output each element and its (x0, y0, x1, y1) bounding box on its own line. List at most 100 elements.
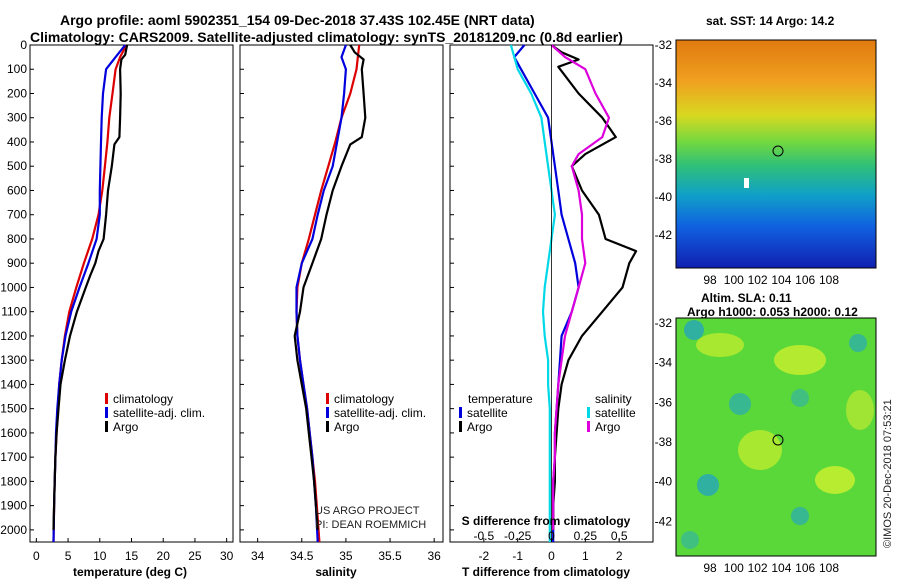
temperature-axis-label: temperature (deg C) (73, 565, 187, 579)
legend-label-argo: Argo (113, 420, 139, 434)
series-line-argo (52, 44, 129, 530)
map-lat-label: -34 (655, 76, 673, 90)
sla-low (849, 334, 867, 352)
map-lat-label: -36 (655, 395, 673, 409)
t-difference-axis-label: T difference from climatology (462, 565, 630, 579)
depth-tick-label: 700 (7, 208, 27, 222)
sst-map-gap (744, 178, 749, 188)
title-line-1: Argo profile: aoml 5902351_154 09-Dec-20… (60, 12, 535, 28)
temperature-legend: climatology satellite-adj. clim. Argo (105, 392, 205, 434)
depth-tick-label: 1200 (0, 329, 27, 343)
depth-tick-label: 400 (7, 135, 27, 149)
map-lat-label: -32 (655, 38, 673, 52)
sla-map-title-line-2: Argo h1000: 0.053 h2000: 0.12 (687, 305, 858, 319)
credit-project: US ARGO PROJECT (315, 505, 420, 517)
top-tick-label: 0 (548, 529, 555, 543)
sla-low (681, 531, 699, 549)
depth-tick-label: 1900 (0, 499, 27, 513)
legend-swatch-satellite (326, 407, 329, 418)
series-line-t-satellite (513, 44, 580, 542)
x-tick-label: 15 (125, 549, 139, 563)
sst-map (675, 39, 877, 269)
depth-tick-label: 500 (7, 159, 27, 173)
x-tick-label: 1 (582, 549, 589, 563)
map-lon-label: 108 (819, 273, 839, 287)
map-lat-label: -32 (655, 316, 673, 330)
x-axes: 0 5 10 15 20 25 30 34 34.5 35 35.5 36 -2 -1 0 1 2 -0.5 -0.… (33, 529, 628, 563)
sla-low (791, 507, 809, 525)
depth-tick-label: 1800 (0, 474, 27, 488)
depth-tick-label: 1500 (0, 402, 27, 416)
x-tick-label: 25 (188, 549, 202, 563)
map-lon-label: 102 (748, 561, 768, 575)
map-lon-label: 104 (771, 561, 791, 575)
x-tick-label: 30 (220, 549, 234, 563)
s-difference-axis-label: S difference from climatology (462, 514, 631, 528)
sla-map-title-line-1: Altim. SLA: 0.11 (701, 291, 792, 305)
top-tick-label: -0.5 (473, 529, 494, 543)
legend-title-temperature: temperature (468, 392, 533, 406)
sst-argo-marker (772, 145, 784, 157)
credit-imos: ©IMOS 20-Dec-2018 07:53:21 (882, 399, 894, 548)
x-tick-label: 34.5 (290, 549, 314, 563)
sst-map-field (676, 40, 876, 268)
depth-tick-label: 600 (7, 183, 27, 197)
map-lon-label: 106 (795, 273, 815, 287)
map-lon-label: 100 (724, 273, 744, 287)
depth-tick-label: 1100 (1, 305, 27, 319)
salinity-axis-label: salinity (315, 565, 357, 579)
depth-axis: 0 100 200 300 400 500 600 700 800 900 1000 1100 1200… (0, 38, 454, 537)
depth-tick-label: 0 (20, 38, 27, 52)
map-lat-label: -40 (655, 190, 673, 204)
legend-label-satellite: satellite-adj. clim. (334, 406, 426, 420)
legend-swatch-t-argo (459, 421, 462, 432)
map-lat-label: -42 (655, 514, 673, 528)
legend-label-t-argo: Argo (467, 420, 493, 434)
difference-series (509, 44, 638, 542)
legend-label-climatology: climatology (113, 392, 173, 406)
sst-map-frame (675, 39, 877, 269)
depth-tick-label: 1000 (0, 280, 27, 294)
legend-title-salinity: salinity (595, 392, 632, 406)
sla-blob (774, 345, 826, 375)
depth-tick-label: 800 (7, 232, 27, 246)
sla-blob (815, 466, 855, 494)
legend-label-satellite: satellite-adj. clim. (113, 406, 205, 420)
x-tick-label: 36 (427, 549, 441, 563)
series-line-s-satellite (509, 44, 557, 542)
map-lat-label: -36 (655, 114, 673, 128)
x-tick-label: 10 (93, 549, 107, 563)
top-tick-label: -0.25 (504, 529, 532, 543)
legend-label-argo: Argo (334, 420, 360, 434)
depth-tick-label: 300 (7, 111, 27, 125)
credit-pi: PI: DEAN ROEMMICH (315, 519, 426, 531)
legend-swatch-s-satellite (587, 407, 590, 418)
x-tick-label: 35.5 (378, 549, 402, 563)
sla-low (684, 320, 704, 340)
series-line-climatology (295, 44, 361, 543)
series-line-t-argo (550, 44, 638, 530)
x-tick-label: 2 (616, 549, 623, 563)
map-lon-label: 100 (724, 561, 744, 575)
salinity-panel-frame (239, 44, 444, 543)
top-tick-label: 0.25 (574, 529, 598, 543)
legend-label-climatology: climatology (334, 392, 394, 406)
map-lon-label: 104 (771, 273, 791, 287)
x-tick-label: -2 (478, 549, 489, 563)
x-tick-label: 34 (251, 549, 265, 563)
depth-tick-label: 1700 (0, 450, 27, 464)
legend-swatch-t-satellite (459, 407, 462, 418)
salinity-series (293, 44, 367, 543)
sla-blob (738, 430, 782, 470)
legend-label-s-argo: Argo (595, 420, 621, 434)
legend-swatch-argo (326, 421, 329, 432)
x-tick-label: 0 (548, 549, 555, 563)
depth-tick-label: 1600 (0, 426, 27, 440)
sla-low (791, 389, 809, 407)
map-lat-label: -38 (655, 435, 673, 449)
temperature-series (52, 44, 129, 543)
legend-swatch-satellite (105, 407, 108, 418)
map-lon-label: 106 (795, 561, 815, 575)
sla-blob (846, 390, 874, 430)
